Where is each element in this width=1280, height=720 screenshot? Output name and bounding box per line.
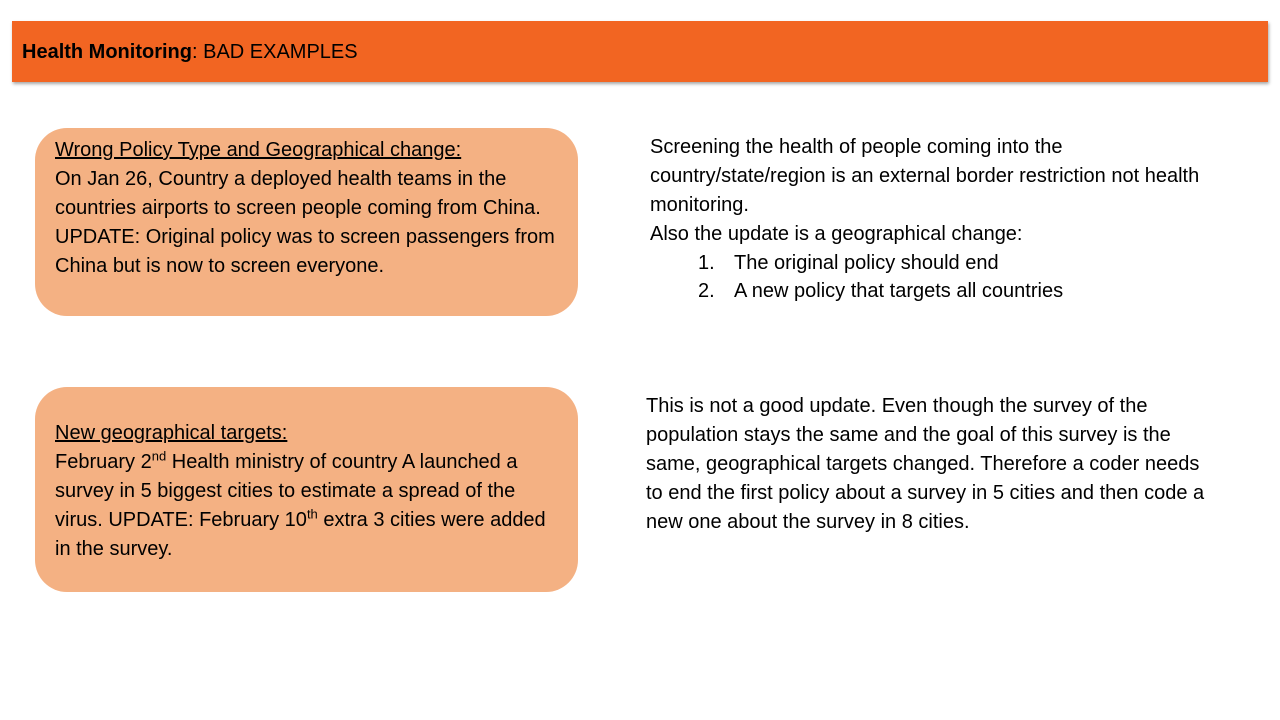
- body-text-part-2: Health ministry of country A launched a …: [55, 451, 518, 531]
- list-item: 1. The original policy should end: [650, 249, 1210, 277]
- superscript-nd: nd: [151, 448, 167, 464]
- slide-title: Health Monitoring: BAD EXAMPLES: [22, 40, 358, 64]
- explanation-1-intro: Also the update is a geographical change…: [650, 223, 1023, 245]
- title-rest-text: : BAD EXAMPLES: [191, 41, 358, 63]
- superscript-th: th: [306, 506, 318, 522]
- list-item-number: 2.: [698, 280, 715, 302]
- list-item-text: The original policy should end: [734, 252, 999, 274]
- example-card-2: New geographical targets: February 2nd H…: [35, 387, 578, 592]
- example-2-heading: New geographical targets:: [55, 422, 288, 444]
- body-text-part-1: February 2: [55, 451, 152, 473]
- body-text-part-3: extra 3 cities were added in the survey.: [55, 509, 546, 560]
- title-bold-text: Health Monitoring: [22, 41, 192, 63]
- explanation-1-paragraph: Screening the health of people coming in…: [650, 136, 1200, 216]
- example-1-body: On Jan 26, Country a deployed health tea…: [55, 168, 555, 277]
- example-2-body: February 2nd Health ministry of country …: [55, 448, 560, 564]
- list-item-number: 1.: [698, 252, 715, 274]
- list-item: 2. A new policy that targets all countrie…: [650, 277, 1210, 305]
- explanation-1: Screening the health of people coming in…: [650, 133, 1210, 305]
- list-item-text: A new policy that targets all countries: [734, 280, 1064, 302]
- explanation-1-list: 1. The original policy should end 2. A new…: [650, 249, 1210, 305]
- title-bar: Health Monitoring: BAD EXAMPLES: [12, 21, 1268, 82]
- explanation-2-paragraph: This is not a good update. Even though t…: [646, 395, 1205, 533]
- example-card-1: Wrong Policy Type and Geographical chang…: [35, 128, 578, 316]
- explanation-2: This is not a good update. Even though t…: [646, 392, 1206, 537]
- example-1-heading: Wrong Policy Type and Geographical chang…: [55, 139, 462, 161]
